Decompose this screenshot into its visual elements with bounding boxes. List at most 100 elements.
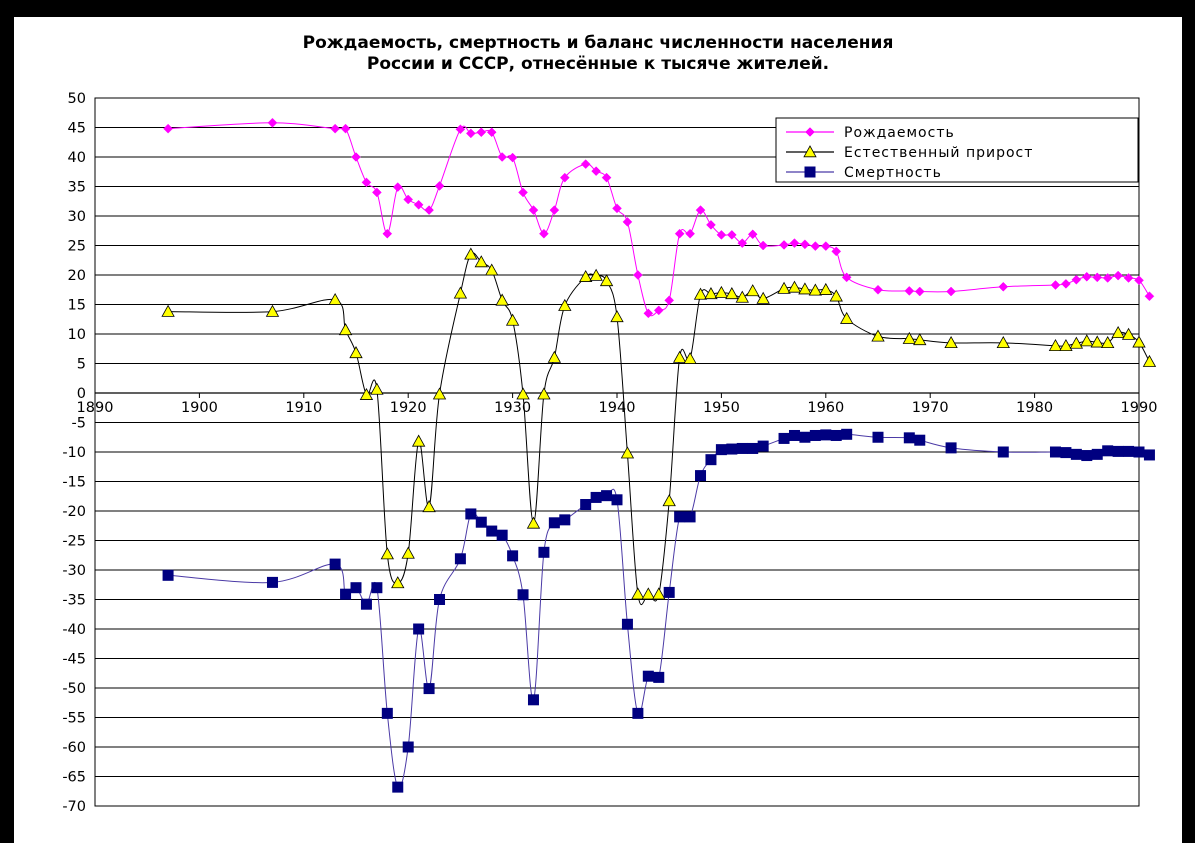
legend-label: Смертность	[844, 165, 942, 181]
y-tick-label: -15	[62, 475, 86, 491]
data-point	[756, 291, 770, 304]
data-point	[902, 331, 916, 344]
data-point	[359, 387, 374, 400]
data-point	[872, 431, 884, 443]
data-point	[737, 238, 748, 248]
y-tick-label: 15	[68, 298, 86, 314]
y-tick-label: 30	[68, 209, 86, 225]
data-point	[1050, 280, 1061, 290]
data-point	[787, 280, 802, 293]
data-point	[1142, 354, 1157, 367]
y-tick-label: -25	[62, 534, 86, 550]
y-tick-label: -35	[62, 593, 86, 609]
data-point	[1113, 270, 1123, 281]
data-point	[328, 292, 342, 305]
data-point	[538, 546, 550, 558]
data-point	[486, 127, 497, 138]
data-point	[788, 429, 800, 441]
legend-marker	[803, 145, 817, 158]
data-point	[507, 152, 518, 163]
data-point	[1123, 273, 1134, 283]
data-point	[913, 333, 927, 346]
y-tick-label: 0	[77, 386, 86, 402]
x-tick-label: 1940	[599, 400, 636, 416]
data-point	[495, 293, 509, 306]
data-point	[944, 336, 958, 349]
data-point	[1061, 278, 1071, 289]
data-point	[830, 429, 842, 441]
data-point	[267, 117, 278, 128]
legend-marker	[805, 127, 815, 137]
data-point	[526, 516, 541, 529]
data-point	[663, 586, 675, 598]
data-point	[789, 238, 800, 248]
series-markers	[162, 428, 1155, 793]
data-point	[642, 670, 654, 682]
y-tick-label: 10	[68, 327, 86, 343]
data-point	[1060, 447, 1072, 459]
data-point	[372, 187, 382, 198]
data-point	[360, 598, 372, 610]
data-point	[800, 239, 810, 250]
data-point	[599, 274, 614, 287]
data-point	[621, 618, 633, 630]
data-point	[1144, 291, 1155, 302]
data-point	[497, 152, 508, 162]
data-point	[465, 128, 476, 139]
data-point	[819, 282, 833, 295]
data-point	[475, 516, 487, 528]
data-point	[747, 229, 758, 240]
data-point	[528, 205, 539, 215]
data-point	[643, 308, 654, 319]
data-point	[413, 199, 424, 210]
data-point	[1080, 334, 1094, 347]
data-point	[622, 217, 633, 227]
y-tick-label: 40	[68, 150, 86, 166]
data-point	[434, 181, 445, 191]
data-point	[841, 428, 853, 440]
data-point	[496, 529, 508, 541]
data-point	[392, 182, 403, 192]
data-point	[998, 281, 1009, 292]
data-point	[350, 582, 362, 594]
data-point	[518, 187, 528, 198]
data-point	[1091, 448, 1103, 460]
data-point	[559, 514, 571, 526]
data-point	[1123, 445, 1135, 457]
data-point	[747, 442, 759, 454]
data-point	[162, 569, 174, 581]
y-tick-label: -20	[62, 504, 86, 520]
y-tick-label: -40	[62, 622, 86, 638]
data-point	[402, 741, 414, 753]
data-point	[997, 446, 1009, 458]
data-point	[726, 443, 738, 455]
data-point	[454, 553, 466, 565]
data-point	[340, 588, 352, 600]
data-point	[914, 286, 925, 297]
data-point	[1102, 445, 1114, 457]
y-tick-label: 35	[68, 180, 86, 196]
data-point	[455, 124, 466, 135]
data-point	[820, 429, 832, 441]
data-point	[558, 298, 572, 311]
data-point	[548, 517, 560, 529]
data-point	[946, 286, 956, 297]
data-point	[465, 508, 477, 520]
data-point	[401, 546, 415, 559]
data-point	[453, 286, 468, 299]
y-tick-label: -65	[62, 770, 86, 786]
data-point	[517, 589, 529, 601]
data-point	[505, 313, 520, 326]
data-point	[798, 282, 812, 295]
data-point	[1143, 449, 1155, 461]
data-point	[422, 500, 436, 513]
data-point	[841, 272, 852, 283]
data-point	[589, 268, 603, 281]
data-point	[820, 241, 831, 251]
data-point	[746, 284, 760, 297]
data-point	[549, 205, 560, 215]
x-tick-label: 1900	[181, 400, 218, 416]
y-tick-label: -45	[62, 652, 86, 668]
data-point	[620, 446, 635, 459]
data-point	[381, 707, 393, 719]
